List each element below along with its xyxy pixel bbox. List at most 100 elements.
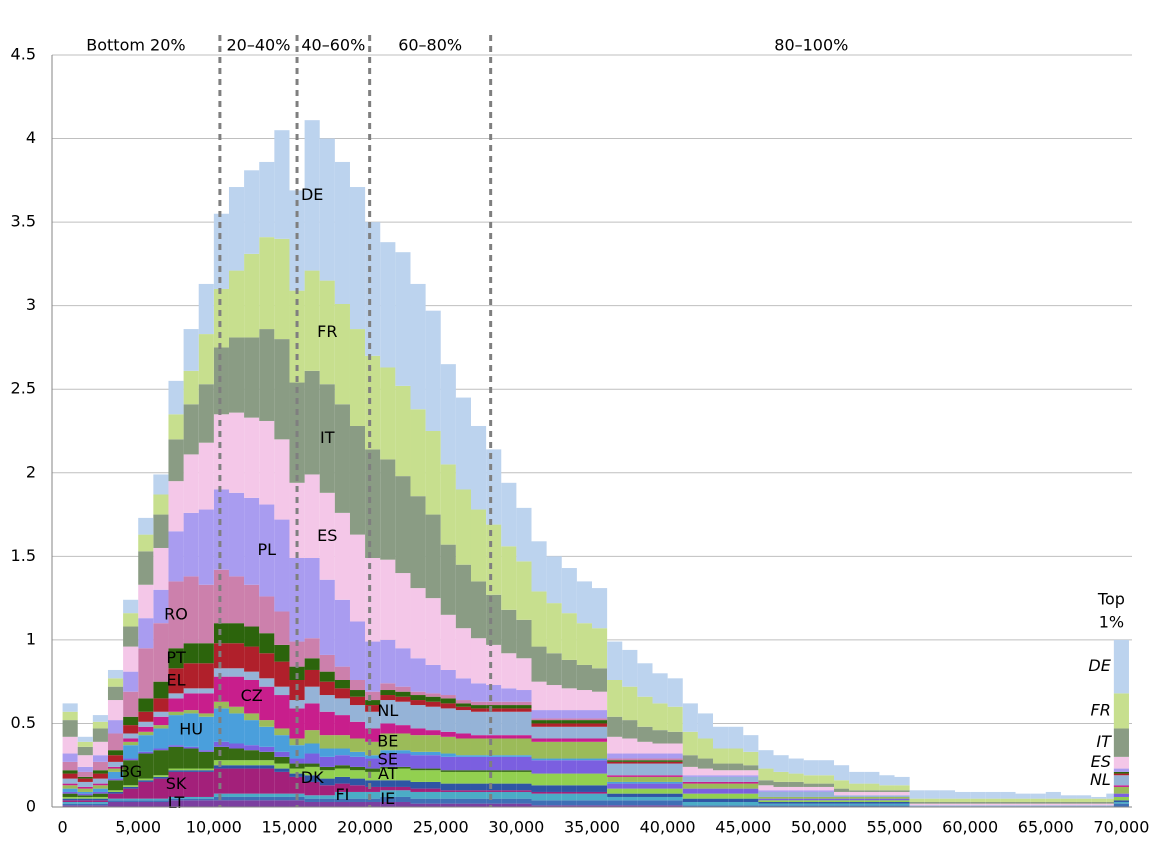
bar-segment [123,760,139,786]
series-label: DE [301,185,323,204]
bar-segment [213,569,229,624]
bar-segment [349,756,366,767]
bar-segment [652,761,668,764]
bar-segment [153,776,169,779]
bar-segment [728,801,744,806]
bar-segment [334,801,350,807]
bar-segment [788,790,804,792]
bar-segment [244,750,260,761]
bar-segment [713,763,729,771]
bar-segment [637,758,653,761]
bar-segment [455,678,471,701]
bar-segment [77,776,93,779]
bar-segment [213,800,229,807]
bar-segment [153,748,169,751]
series-label: BG [119,762,142,781]
bar-segment [531,760,547,774]
top-bar-label: NL [1090,770,1111,789]
bar-segment [304,743,320,754]
bar-segment [834,796,850,799]
bar-segment [607,788,623,794]
bar-segment [228,623,245,644]
y-tick-label: 0.5 [11,713,36,732]
bar-segment [410,700,426,706]
bar-segment [682,755,698,767]
bar-segment [123,801,139,807]
bar-segment [153,711,169,717]
bar-segment [546,758,562,761]
bar-segment [455,770,471,772]
bar-segment [637,776,653,782]
series-label: SE [378,750,398,769]
bar-segment [228,676,245,707]
bar-segment [728,805,744,807]
bar-segment [138,781,154,799]
bar-segment [803,800,819,802]
bar-segment [92,788,108,792]
bar-segment [455,706,471,711]
bar-segment [697,758,714,769]
bar-segment [107,700,124,721]
bar-segment [198,800,214,807]
bar-segment [259,633,275,654]
bar-segment [92,785,108,789]
bar-segment [667,678,683,707]
bar-segment [531,758,547,761]
bar-segment [228,576,245,624]
bar-segment [834,795,850,797]
bar-segment [259,796,275,801]
bar-segment [274,735,290,752]
bar-segment [607,763,623,776]
bar-segment [410,409,426,497]
bar-segment [1000,801,1016,804]
top-bar-segment [1113,785,1129,787]
bar-segment [637,783,653,789]
bar-segment [501,708,517,712]
bar-segment [304,558,320,639]
bar-segment [319,695,335,712]
bar-segment [213,668,229,677]
bar-segment [274,695,290,729]
bar-segment [561,688,577,711]
bar-segment [92,755,108,762]
bar-segment [607,783,623,789]
bar-segment [395,753,411,767]
bar-segment [501,803,517,807]
bar-segment [531,723,547,727]
bar-segment [213,708,229,742]
bar-segment [259,726,275,747]
bar-segment [244,745,260,751]
bar-segment [183,512,199,577]
bar-segment [1045,803,1061,806]
bar-segment [183,748,199,769]
top-bar-segment [1113,773,1129,776]
bar-segment [349,696,366,706]
series-label: LT [168,793,185,812]
bar-segment [758,800,774,802]
x-tick-label: 60,000 [942,818,998,837]
bar-segment [213,746,229,761]
bar-segment [818,801,835,804]
bar-segment [652,805,668,807]
bar-segment [183,713,199,747]
bar-segment [516,798,532,804]
bar-segment [864,803,880,806]
bar-segment [123,733,139,739]
bar-segment [864,798,880,801]
top-bar-label: DE [1088,656,1111,675]
bar-segment [425,664,441,694]
bar-segment [62,783,78,786]
bar-segment [637,788,653,794]
bar-segment [213,213,229,289]
bar-segment [365,711,381,729]
bar-segment [455,397,471,490]
bar-segment [486,803,502,807]
bar-segment [455,489,471,565]
bar-segment [713,748,729,764]
bar-segment [138,778,154,781]
bar-segment [455,700,471,704]
bar-segment [198,384,214,443]
bar-segment [894,801,910,804]
bar-segment [682,783,698,789]
